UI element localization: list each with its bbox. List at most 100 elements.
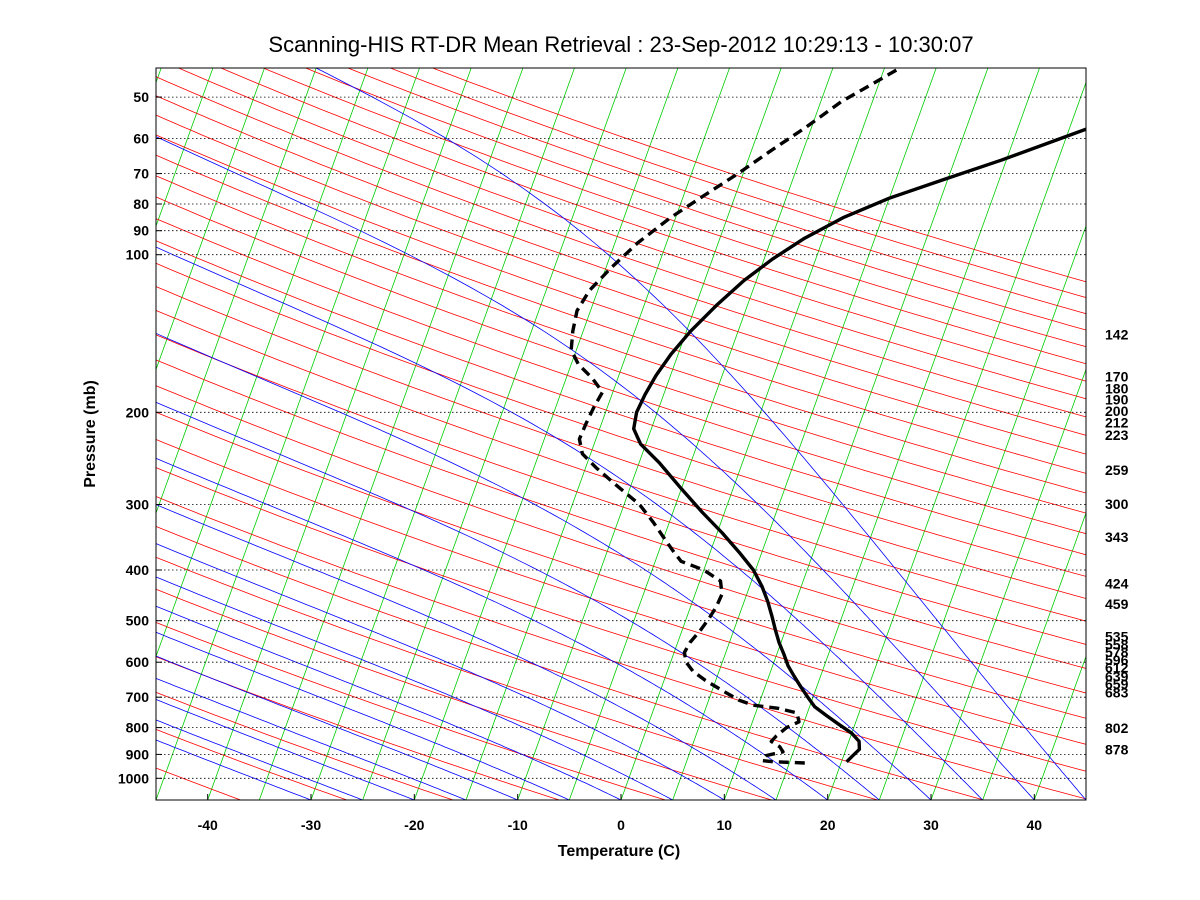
moist-adiabat-line: [156, 739, 312, 800]
height-label: 596: [1105, 652, 1129, 668]
y-tick-label: 100: [126, 247, 150, 263]
height-label: 223: [1105, 427, 1129, 443]
y-tick-label: 800: [126, 720, 150, 736]
isotherm-line: [1033, 655, 1086, 800]
x-tick-label: -10: [508, 817, 528, 833]
isotherm-line: [0, 68, 6, 800]
height-label: 212: [1105, 414, 1129, 430]
isotherm-line: [465, 68, 730, 800]
moist-adiabat-line: [156, 332, 932, 800]
y-tick-label: 300: [126, 497, 150, 513]
dewpoint-profile-line: [569, 68, 901, 765]
y-tick-label: 70: [133, 166, 149, 182]
dry-adiabat-line: [156, 196, 1086, 514]
dry-adiabat-line: [156, 262, 1086, 577]
isotherm-line: [775, 68, 1040, 800]
dry-adiabat-line: [156, 134, 1086, 455]
isotherm-line: [723, 68, 989, 800]
dry-adiabat-line: [156, 496, 1086, 800]
dry-adiabat-line: [389, 68, 1086, 298]
dry-adiabat-line: [156, 154, 1086, 474]
height-label: 142: [1105, 326, 1129, 342]
y-tick-label: 500: [126, 613, 150, 629]
x-axis-ticks: -40 -30 -20 -10 0 10 20 30 40: [198, 794, 1043, 833]
isotherm-line: [156, 68, 265, 371]
y-axis-label: Pressure (mb): [82, 380, 99, 488]
dry-adiabat-line: [219, 68, 1086, 365]
height-label: 802: [1105, 720, 1129, 736]
x-tick-label: -40: [198, 817, 218, 833]
height-label: 659: [1105, 676, 1129, 692]
dry-adiabat-line: [156, 439, 1086, 745]
isotherm-line: [258, 68, 524, 800]
temperature-profile-line: [632, 127, 1086, 764]
dry-adiabat-line: [156, 175, 1086, 494]
isotherm-line: [0, 68, 58, 800]
y-tick-label: 50: [133, 89, 149, 105]
height-label: 878: [1105, 741, 1129, 757]
isotherm-line: [156, 68, 369, 658]
height-label: 612: [1105, 659, 1129, 675]
dry-adiabat-line: [156, 309, 1086, 622]
dry-adiabat-line: [156, 334, 1086, 645]
dry-adiabat-line: [156, 411, 1086, 719]
profile-series: [569, 68, 1086, 765]
moist-adiabat-line: [156, 655, 518, 800]
moist-adiabat-line: [156, 576, 673, 800]
isotherm-line: [156, 68, 420, 800]
height-label: 180: [1105, 380, 1129, 396]
dry-adiabat-line: [0, 65, 135, 801]
dry-adiabat-line: [156, 525, 985, 800]
moist-adiabat-line: [156, 631, 570, 800]
chart-title: Scanning-HIS RT-DR Mean Retrieval : 23-S…: [268, 32, 973, 57]
moist-adiabat-line: [156, 401, 880, 800]
pressure-gridlines: [156, 96, 1086, 779]
x-tick-label: -30: [301, 817, 321, 833]
isotherm-line: [982, 511, 1086, 800]
dry-adiabat-line: [156, 467, 1086, 772]
x-tick-label: 20: [820, 817, 836, 833]
isotherm-line: [930, 368, 1086, 800]
y-tick-label: 600: [126, 654, 150, 670]
y-tick-label: 900: [126, 746, 150, 762]
isotherm-line: [827, 81, 1086, 800]
height-label: 190: [1105, 392, 1129, 408]
moist-adiabat-line: [156, 605, 622, 800]
dry-adiabat-line: [346, 68, 1086, 315]
background-lines: [0, 65, 1086, 801]
x-tick-label: 30: [923, 817, 939, 833]
height-labels: 1421701801902002122232593003434244595355…: [1105, 326, 1129, 757]
x-tick-label: 10: [717, 817, 733, 833]
height-label: 683: [1105, 685, 1129, 701]
dry-adiabat-line: [156, 95, 1086, 418]
moist-adiabat-line: [156, 246, 983, 800]
y-tick-label: 700: [126, 689, 150, 705]
isotherm-line: [568, 68, 834, 800]
x-axis-label: Temperature (C): [558, 843, 680, 860]
dry-adiabat-line: [0, 65, 28, 801]
isotherm-line: [620, 68, 885, 800]
moist-adiabat-line: [156, 504, 777, 800]
height-label: 200: [1105, 403, 1129, 419]
x-tick-label: -20: [404, 817, 424, 833]
plot-area: [156, 68, 1086, 800]
x-tick-label: 0: [617, 817, 625, 833]
height-label: 343: [1105, 529, 1129, 545]
dry-adiabat-line: [156, 240, 1086, 556]
dry-adiabat-line: [156, 286, 1086, 599]
height-label: 424: [1105, 576, 1129, 592]
moist-adiabat-line: [156, 699, 415, 800]
moist-adiabat-line: [156, 719, 363, 800]
moist-adiabat-line: [156, 543, 725, 800]
height-label: 259: [1105, 462, 1129, 478]
moist-adiabat-line: [315, 68, 1086, 800]
moist-adiabat-line: [156, 136, 1035, 800]
dry-adiabat-line: [156, 621, 666, 800]
y-tick-label: 60: [133, 131, 149, 147]
moist-adiabat-line: [156, 677, 467, 800]
x-tick-label: 40: [1027, 817, 1043, 833]
height-label: 170: [1105, 369, 1129, 385]
dry-adiabat-line: [156, 385, 1086, 694]
dry-adiabat-line: [156, 114, 1086, 436]
